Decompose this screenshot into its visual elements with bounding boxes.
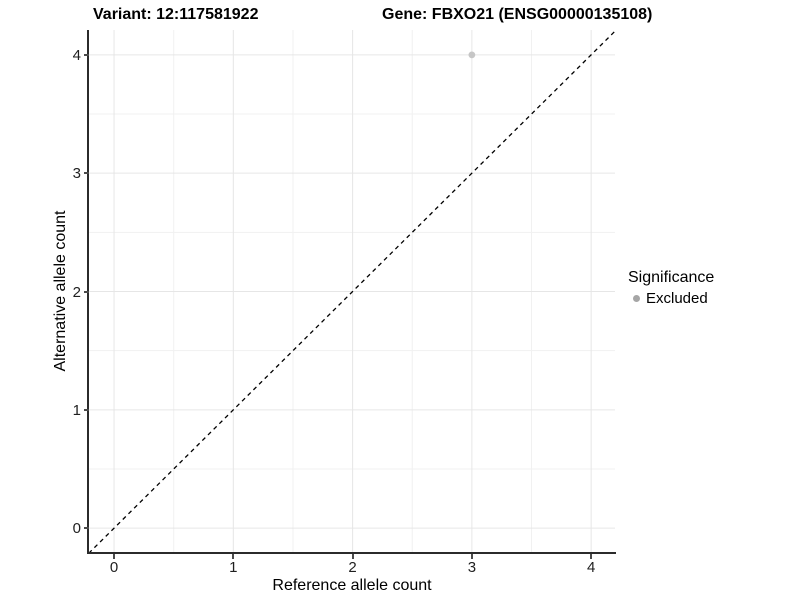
y-tick-label: 3	[72, 165, 81, 183]
variant-title: Variant: 12:117581922	[93, 6, 259, 23]
x-tick-mark	[351, 554, 354, 559]
identity-line	[89, 30, 615, 553]
gene-title: Gene: FBXO21 (ENSG00000135108)	[382, 6, 653, 23]
y-tick-mark	[84, 290, 89, 293]
x-axis-title: Reference allele count	[272, 577, 432, 594]
excluded-point-icon	[633, 295, 640, 302]
legend-item-label: Excluded	[646, 290, 708, 307]
y-tick-mark	[84, 408, 89, 411]
y-tick-mark	[84, 172, 89, 175]
y-tick-mark	[84, 53, 89, 56]
x-tick-mark	[232, 554, 235, 559]
y-axis-title: Alternative allele count	[52, 210, 69, 372]
x-tick-mark	[590, 554, 593, 559]
x-tick-mark	[113, 554, 116, 559]
y-tick-label: 2	[72, 283, 81, 301]
x-tick-label: 1	[229, 559, 238, 576]
legend-item-excluded[interactable]: Excluded	[628, 290, 714, 307]
x-tick-label: 0	[109, 559, 119, 576]
y-tick-mark	[84, 527, 89, 530]
x-tick-label: 3	[467, 559, 477, 576]
plot-area-svg	[89, 30, 615, 553]
x-tick-label: 2	[348, 559, 357, 576]
data-point-excluded[interactable]	[468, 51, 476, 59]
y-tick-label: 0	[72, 520, 81, 538]
y-tick-label: 1	[72, 401, 81, 419]
legend-key	[628, 290, 645, 307]
x-axis-line	[87, 552, 616, 554]
y-tick-label: 4	[72, 46, 81, 64]
legend: Significance Excluded	[628, 268, 714, 307]
legend-title: Significance	[628, 269, 715, 286]
x-tick-mark	[470, 554, 473, 559]
x-tick-label: 4	[586, 559, 596, 576]
plot-panel	[89, 30, 615, 553]
